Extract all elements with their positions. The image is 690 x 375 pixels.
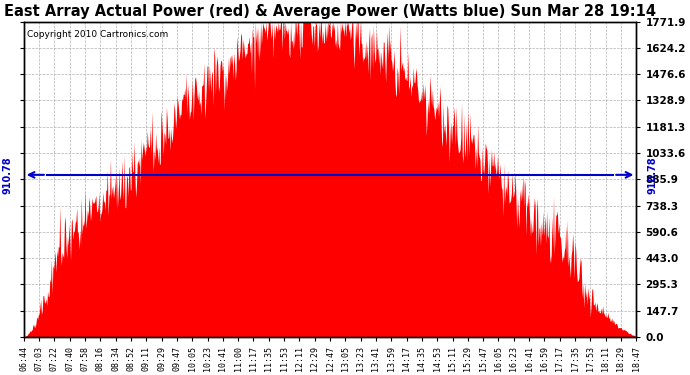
Text: 910.78: 910.78 (3, 156, 13, 194)
Text: 910.78: 910.78 (647, 156, 658, 194)
Title: East Array Actual Power (red) & Average Power (Watts blue) Sun Mar 28 19:14: East Array Actual Power (red) & Average … (4, 4, 656, 19)
Text: Copyright 2010 Cartronics.com: Copyright 2010 Cartronics.com (27, 30, 168, 39)
